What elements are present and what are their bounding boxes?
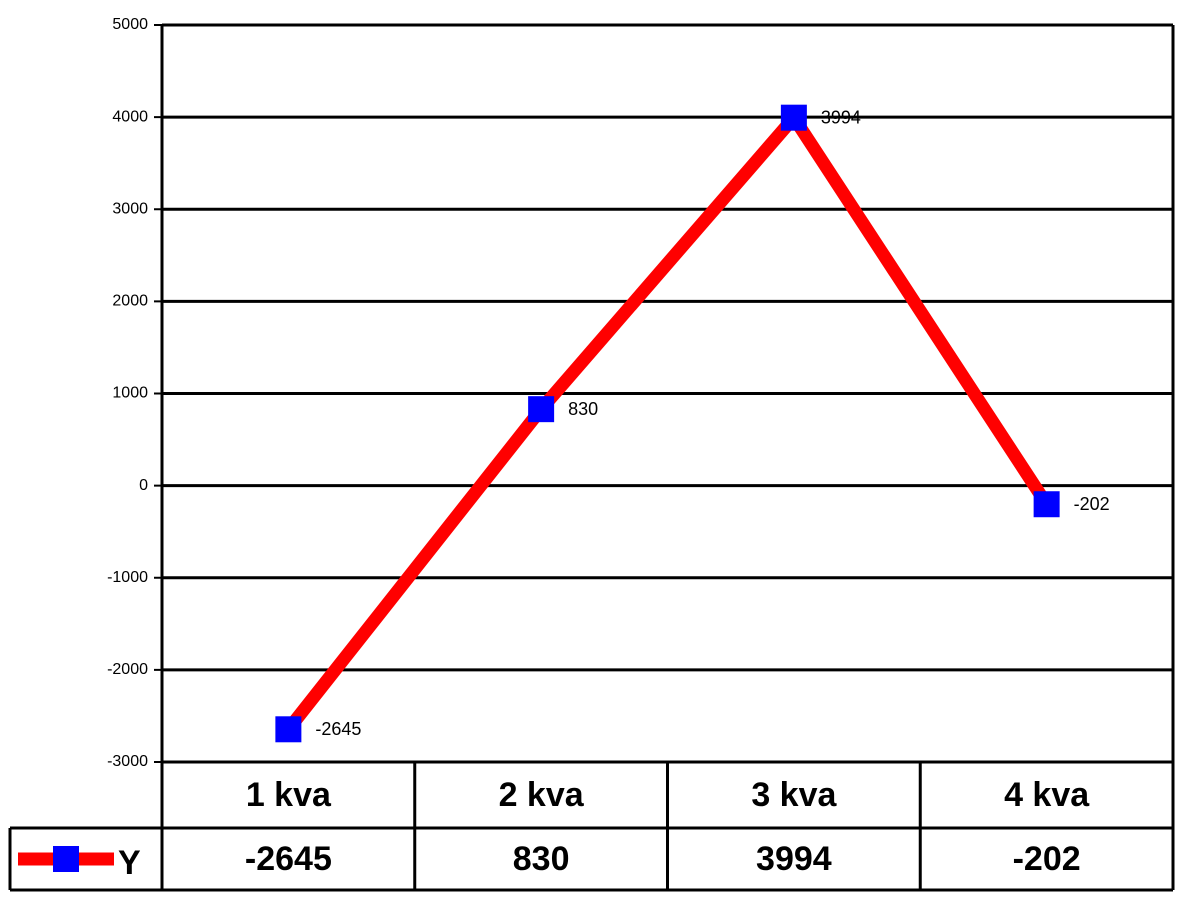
marker: [1033, 491, 1060, 518]
table-value: 830: [513, 840, 570, 878]
y-tick-label: -2000: [107, 661, 148, 678]
y-tick-label: 2000: [112, 293, 148, 310]
x-tick-label: 3 kva: [751, 776, 837, 814]
marker: [780, 104, 807, 131]
y-tick-label: 0: [139, 477, 148, 494]
x-tick-label: 4 kva: [1004, 776, 1090, 814]
y-tick-label: -3000: [107, 753, 148, 770]
data-label: 3994: [821, 107, 861, 127]
x-tick-label: 2 kva: [499, 776, 585, 814]
data-label: 830: [568, 399, 598, 419]
y-tick-label: -1000: [107, 569, 148, 586]
y-tick-label: 4000: [112, 108, 148, 125]
y-tick-label: 5000: [112, 16, 148, 33]
x-tick-label: 1 kva: [246, 776, 332, 814]
table-value: 3994: [756, 840, 832, 878]
legend-label: Y: [118, 844, 141, 882]
line: [283, 106, 1053, 734]
marker: [528, 396, 555, 423]
legend-marker: [53, 846, 79, 872]
marker: [275, 716, 302, 743]
data-label: -2645: [315, 719, 361, 739]
data-label: -202: [1074, 494, 1110, 514]
table-value: -2645: [245, 840, 332, 878]
table-value: -202: [1013, 840, 1081, 878]
y-tick-label: 3000: [112, 200, 148, 217]
y-tick-label: 1000: [112, 385, 148, 402]
